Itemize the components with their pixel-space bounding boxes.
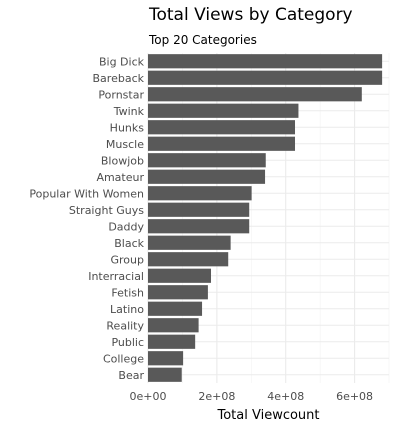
bar (148, 54, 383, 69)
bar (148, 252, 229, 267)
bar (148, 367, 182, 382)
bar (148, 351, 184, 366)
bar (148, 70, 383, 85)
y-tick-label: Hunks (110, 121, 145, 134)
bar (148, 169, 266, 184)
y-tick-label: Blowjob (101, 154, 144, 167)
chart-title: Total Views by Category (149, 5, 353, 25)
bars (148, 54, 383, 382)
bar (148, 136, 296, 151)
y-tick-label: Public (111, 336, 144, 349)
y-tick-label: Bareback (93, 72, 145, 85)
bar (148, 219, 250, 234)
bar (148, 268, 212, 283)
y-tick-label: Daddy (108, 220, 144, 233)
bar (148, 235, 231, 250)
chart-subtitle: Top 20 Categories (149, 33, 257, 47)
bar (148, 120, 296, 135)
bar (148, 87, 362, 102)
bar (148, 186, 252, 201)
bar (148, 301, 203, 316)
bar (148, 103, 299, 118)
y-tick-label: Reality (106, 319, 144, 332)
x-tick-label: 0e+00 (130, 390, 167, 403)
y-tick-label: Popular With Women (29, 187, 144, 200)
y-tick-label: Amateur (96, 171, 144, 184)
bar (148, 334, 196, 349)
y-tick-label: Fetish (111, 286, 144, 299)
bar (148, 318, 199, 333)
bar (148, 153, 266, 168)
x-tick-label: 2e+08 (198, 390, 235, 403)
y-tick-label: College (103, 352, 144, 365)
y-tick-label: Pornstar (98, 88, 144, 101)
x-tick-labels: 0e+00 2e+08 4e+08 6e+08 (130, 390, 374, 403)
bar (148, 202, 250, 217)
bar (148, 285, 208, 300)
grid-major (147, 53, 389, 383)
y-tick-label: Straight Guys (69, 204, 144, 217)
y-tick-label: Twink (113, 105, 145, 118)
x-axis-title: Total Viewcount (216, 408, 319, 423)
y-tick-label: Black (114, 237, 144, 250)
y-tick-label: Bear (118, 369, 144, 382)
x-tick-label: 6e+08 (336, 390, 373, 403)
y-tick-label: Muscle (106, 138, 144, 151)
y-tick-label: Interracial (88, 270, 144, 283)
y-tick-label: Big Dick (99, 55, 145, 68)
y-tick-label: Latino (110, 303, 144, 316)
y-tick-label: Group (111, 253, 145, 266)
y-tick-labels: Big Dick Bareback Pornstar Twink Hunks Muscle… (29, 55, 144, 382)
x-tick-label: 4e+08 (267, 390, 304, 403)
